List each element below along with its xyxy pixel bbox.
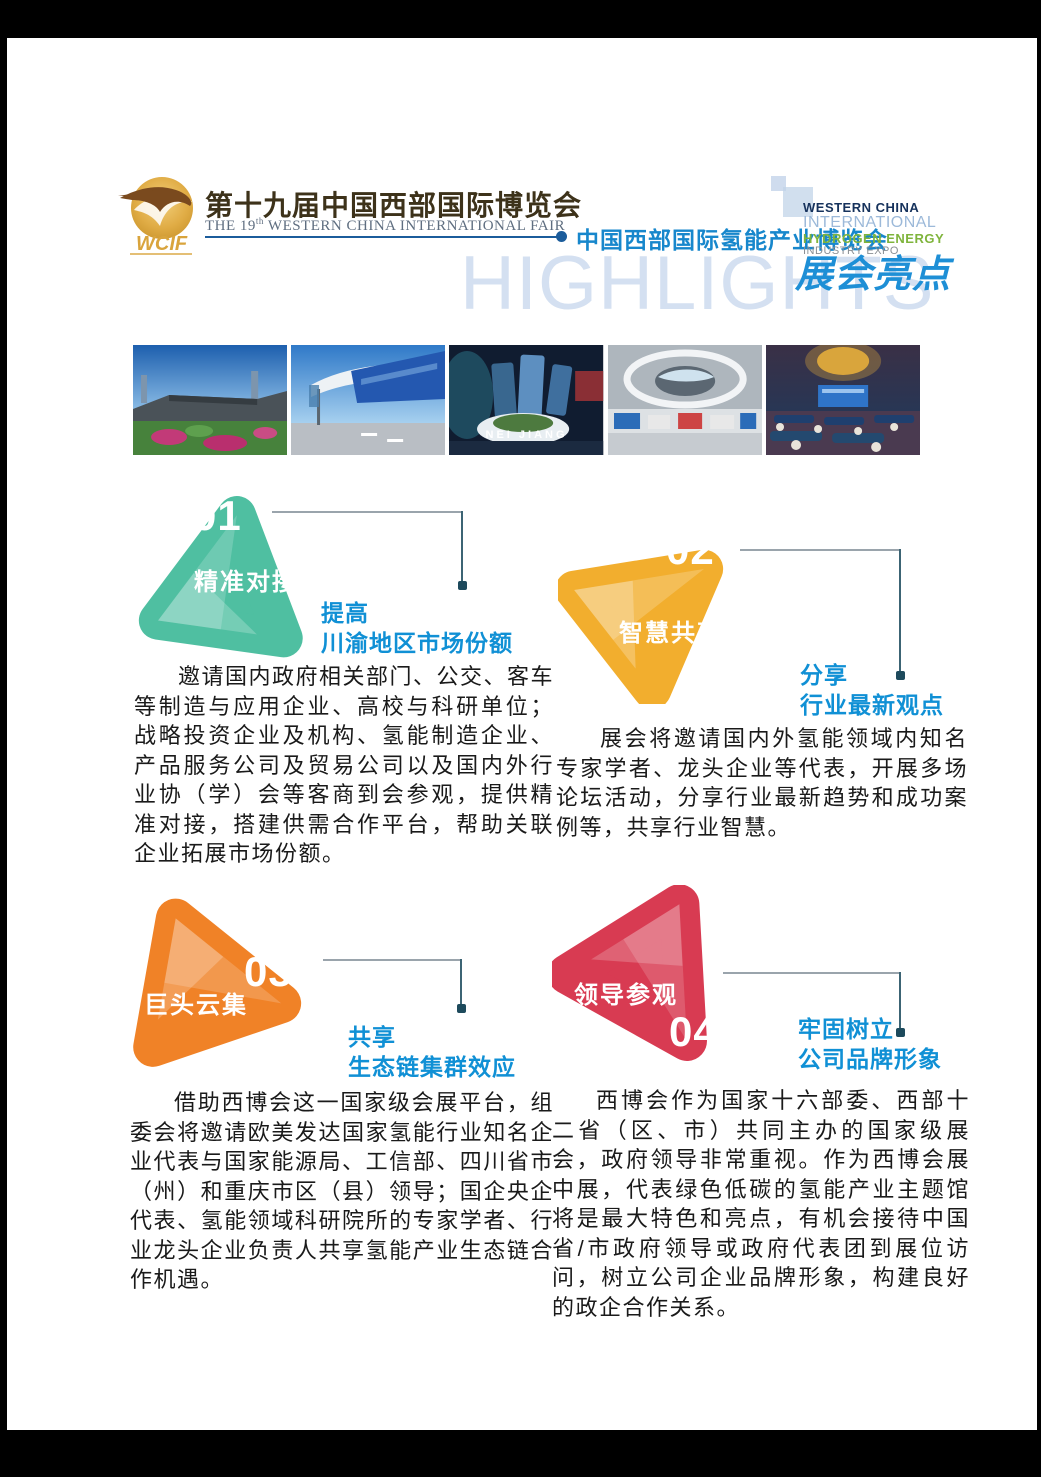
section-03-headline-line2: 生态链集群效应 (348, 1054, 516, 1080)
wcif-logo-icon: WCIF (118, 177, 193, 255)
section-01-body: 邀请国内政府相关部门、公交、客车等制造与应用企业、高校与科研单位；战略投资企业及… (134, 664, 555, 866)
section-04-body: 西博会作为国家十六部委、西部十二省（区、市）共同主办的国家级展会，政府领导非常重… (552, 1088, 970, 1320)
section-03-number: 03 (244, 948, 293, 995)
section-01-headline-line1: 提高 (321, 600, 369, 626)
section-03-body: 借助西博会这一国家级会展平台，组委会将邀请欧美发达国家氢能行业知名企业代表与国家… (130, 1090, 554, 1292)
section-04-headline-line1: 牢固树立 (798, 1016, 894, 1042)
section-02-connector-dot (896, 671, 905, 680)
section-02-headline-line2: 行业最新观点 (800, 692, 944, 718)
section-01-connector-line (272, 511, 463, 513)
section-01-connector-drop (461, 511, 463, 583)
photo-nei-jiang-exhibit: NEI JIANG (449, 345, 604, 455)
section-01-badge: 精准对接 (194, 569, 298, 596)
fair-title-en-ordinal: th (255, 216, 264, 226)
section-02-headline-line1: 分享 (800, 662, 848, 688)
logo-acronym: WCIF (136, 233, 188, 255)
section-01-connector-dot (458, 581, 467, 590)
fair-title-en-prefix: THE 19 (205, 218, 256, 234)
section-02-connector-drop (899, 549, 901, 673)
fair-title-en-suffix: WESTERN CHINA INTERNATIONAL FAIR (263, 218, 566, 234)
section-04-badge: 领导参观 (574, 982, 678, 1009)
section-04-headline: 牢固树立 公司品牌形象 (798, 1014, 942, 1074)
section-03-connector-dot (457, 1004, 466, 1013)
deco-square-small (771, 176, 786, 191)
photo-expo-entrance-street (291, 345, 446, 455)
section-01-number: 01 (193, 492, 242, 539)
photo-caption-nei-jiang: NEI JIANG (485, 429, 568, 441)
page-title: 展会亮点 (795, 254, 952, 296)
expo-title-en-block: WESTERN CHINA INTERNATIONAL HYDROGEN ENE… (803, 201, 944, 257)
section-03-connector-drop (460, 959, 462, 1006)
section-02-badge: 智慧共享 (619, 620, 723, 647)
section-04-triangle (552, 885, 707, 1061)
photo-exhibition-center-exterior (133, 345, 288, 455)
photo-conference-ballroom (765, 345, 921, 455)
section-03-connector-line (323, 959, 462, 961)
section-03-headline-line1: 共享 (348, 1024, 396, 1050)
section-02-headline: 分享 行业最新观点 (800, 660, 944, 720)
expo-en-line4: INDUSTRY EXPO (803, 245, 899, 257)
expo-title-cn: 中国西部国际氢能产业博览会 (576, 227, 888, 253)
section-04-number: 04 (669, 1008, 718, 1055)
header-bullet-dot (556, 231, 567, 242)
section-04-connector-line (723, 972, 901, 974)
section-01-headline-line2: 川渝地区市场份额 (321, 630, 513, 656)
highlights-watermark: HIGHLIGHTS (460, 241, 935, 326)
expo-en-line3: HYDROGEN ENERGY (803, 231, 945, 246)
fair-title-en: THE 19th WESTERN CHINA INTERNATIONAL FAI… (205, 216, 565, 235)
header-divider-line (205, 236, 557, 238)
fair-title-cn: 第十九届中国西部国际博览会 (205, 190, 583, 221)
section-02-connector-line (740, 549, 901, 551)
section-03-triangle (133, 898, 302, 1067)
deco-square-large (783, 187, 813, 217)
section-02-number: 02 (666, 526, 715, 573)
section-01-triangle (138, 496, 303, 658)
section-04-headline-line2: 公司品牌形象 (798, 1046, 942, 1072)
expo-en-line2: INTERNATIONAL (803, 214, 937, 231)
expo-en-line1: WESTERN CHINA (803, 200, 920, 215)
section-03-headline: 共享 生态链集群效应 (348, 1022, 516, 1082)
section-04-connector-dot (896, 1028, 905, 1037)
section-04-connector-drop (899, 972, 901, 1030)
section-02-triangle (558, 549, 724, 704)
section-02-body: 展会将邀请国内外氢能领域内知名专家学者、龙头企业等代表，开展多场论坛活动，分享行… (556, 726, 968, 840)
photo-exhibition-hall-interior (607, 345, 762, 455)
document-page (7, 38, 1037, 1430)
photo-strip: NEI JIANG (133, 345, 921, 455)
section-01-headline: 提高 川渝地区市场份额 (321, 598, 513, 658)
section-03-badge: 巨头云集 (144, 992, 248, 1019)
